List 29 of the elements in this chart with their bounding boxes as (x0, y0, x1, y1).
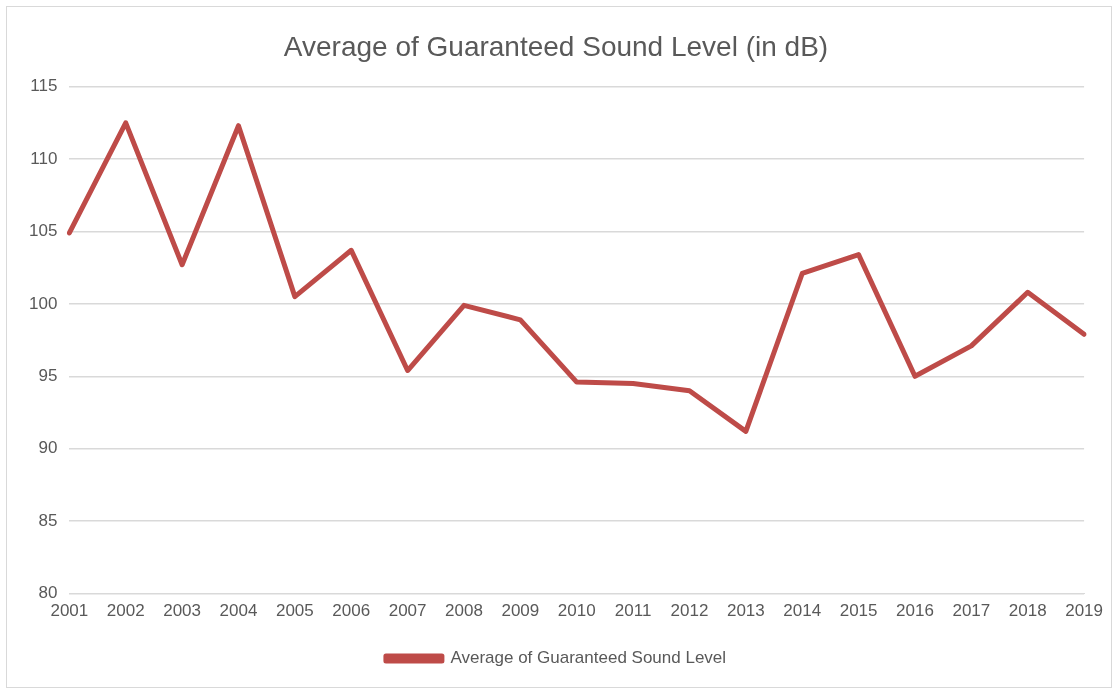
x-tick-label: 2005 (275, 601, 314, 621)
y-tick-label: 80 (38, 583, 58, 603)
x-tick-label: 2002 (106, 601, 145, 621)
y-tick-label: 115 (30, 76, 58, 96)
x-tick-label: 2007 (388, 601, 427, 621)
x-tick-label: 2013 (726, 601, 765, 621)
x-tick-label: 2004 (219, 601, 258, 621)
x-tick-label: 2014 (783, 601, 822, 621)
y-tick-label: 95 (38, 366, 58, 385)
x-tick-label: 2015 (839, 601, 878, 621)
x-tick-label: 2006 (332, 601, 371, 621)
y-tick-label: 100 (28, 293, 58, 313)
x-tick-label: 2009 (501, 601, 540, 621)
y-tick-label: 85 (38, 510, 58, 530)
x-tick-label: 2008 (445, 601, 483, 621)
y-tick-label: 90 (38, 438, 58, 458)
x-tick-label: 2019 (1065, 601, 1103, 621)
x-tick-label: 2017 (952, 601, 991, 621)
x-tick-label: 2018 (1008, 601, 1047, 621)
chart-title: Average of Guaranteed Sound Level (in dB) (283, 30, 829, 62)
legend-label: Average of Guaranteed Sound Level (450, 648, 727, 668)
y-tick-label: 105 (28, 221, 58, 241)
x-tick-label: 2011 (614, 601, 652, 621)
x-tick-label: 2001 (50, 601, 89, 621)
x-tick-label: 2003 (163, 601, 202, 621)
x-tick-label: 2016 (896, 601, 934, 621)
y-tick-label: 110 (30, 148, 58, 168)
x-tick-label: 2010 (557, 601, 596, 621)
x-tick-label: 2012 (670, 601, 709, 621)
